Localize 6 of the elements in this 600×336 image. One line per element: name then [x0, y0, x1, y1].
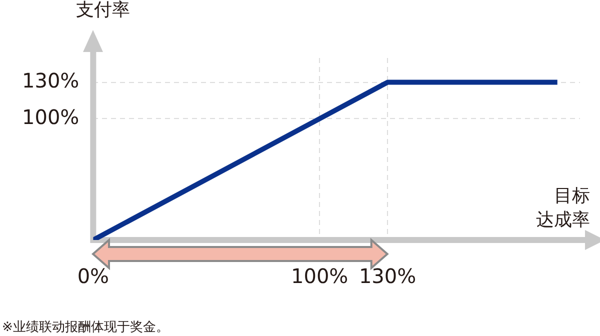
x-tick-label: 0%	[77, 264, 110, 288]
y-axis-title: 支付率	[76, 0, 130, 21]
x-tick-label: 130%	[358, 264, 416, 288]
text: ※业绩联动报酬体现于奖金。	[2, 320, 169, 335]
x-tick-label: 100%	[291, 264, 348, 288]
x-axis-title: 目标达成率	[536, 186, 590, 231]
